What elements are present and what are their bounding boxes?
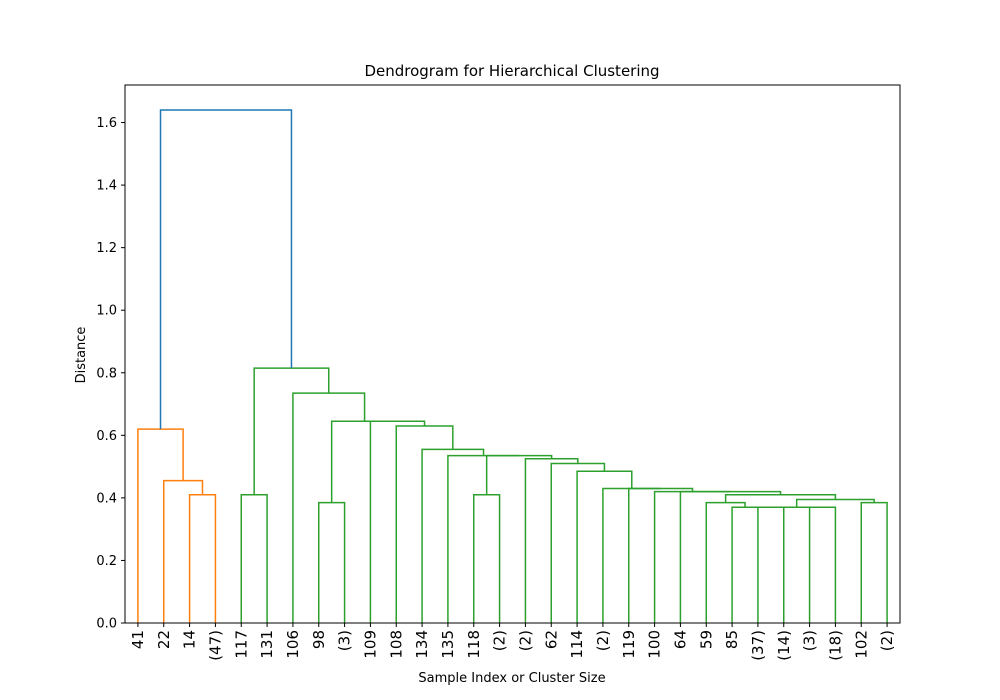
dendrogram-link xyxy=(783,506,811,623)
leaf-label: 117 xyxy=(232,630,250,659)
leaf-label: (37) xyxy=(749,630,767,661)
y-tick-label: 0.8 xyxy=(96,366,117,381)
dendrogram-link xyxy=(473,494,501,623)
leaf-label: 62 xyxy=(542,630,560,649)
dendrogram-link xyxy=(292,392,366,623)
leaf-label: (3) xyxy=(336,630,354,651)
dendrogram-link xyxy=(653,490,731,623)
leaf-label: 134 xyxy=(413,630,431,659)
leaf-label: 98 xyxy=(310,630,328,649)
dendrogram-link xyxy=(240,494,268,623)
y-axis: 0.0 0.2 0.4 0.6 0.8 1.0 1.2 1.4 1.6 xyxy=(96,116,125,632)
y-tick-label: 1.2 xyxy=(96,241,117,256)
dendrogram-link xyxy=(253,367,330,495)
dendrogram-link xyxy=(137,428,184,623)
dendrogram-link xyxy=(795,498,875,508)
leaf-label: 102 xyxy=(852,630,870,659)
leaf-label: 14 xyxy=(181,630,199,649)
y-tick-label: 0.2 xyxy=(96,554,117,569)
dendrogram-link xyxy=(485,454,553,495)
dendrogram-link xyxy=(318,501,346,623)
leaf-label: (47) xyxy=(206,630,224,661)
leaf-label: 106 xyxy=(284,630,302,659)
dendrogram-link xyxy=(550,462,606,623)
y-tick-label: 0.6 xyxy=(96,429,117,444)
dendrogram-link xyxy=(159,109,293,430)
dendrogram-link xyxy=(447,454,520,623)
dendrogram-link xyxy=(679,490,782,623)
leaf-label: (2) xyxy=(594,630,612,651)
y-tick-label: 1.6 xyxy=(96,116,117,131)
dendrogram-link xyxy=(163,479,204,623)
leaf-label: 41 xyxy=(129,630,147,649)
leaf-label: 59 xyxy=(697,630,715,649)
leaf-label: 114 xyxy=(568,630,586,659)
plot-frame xyxy=(124,84,901,624)
leaf-label: 64 xyxy=(671,630,689,649)
leaf-label: 109 xyxy=(361,630,379,659)
y-tick-label: 0.4 xyxy=(96,491,117,506)
dendrogram-link xyxy=(860,501,888,623)
leaf-label: (2) xyxy=(491,630,509,651)
dendrogram-link xyxy=(395,425,454,623)
leaf-label: 118 xyxy=(465,630,483,659)
leaf-label: 108 xyxy=(387,630,405,659)
dendrogram-link xyxy=(330,420,398,503)
x-axis-label: Sample Index or Cluster Size xyxy=(418,671,605,686)
chart-title: Dendrogram for Hierarchical Clustering xyxy=(364,62,659,80)
leaf-label: 22 xyxy=(155,630,173,649)
y-axis-label: Distance xyxy=(74,327,89,384)
dendrogram-link xyxy=(369,420,426,623)
leaf-label: (2) xyxy=(878,630,896,651)
leaf-label: (2) xyxy=(516,630,534,651)
y-tick-label: 0.0 xyxy=(96,617,117,632)
leaf-label: (3) xyxy=(801,630,819,651)
leaf-label: (14) xyxy=(775,630,793,661)
dendrogram-link xyxy=(188,494,217,623)
dendrogram-link xyxy=(602,487,661,623)
y-tick-label: 1.4 xyxy=(96,179,117,194)
dendrogram-links xyxy=(137,109,888,623)
dendrogram-link xyxy=(745,506,837,623)
leaf-label: 85 xyxy=(723,630,741,649)
x-axis: 41 22 14 (47) 117 131 106 98 (3) 109 108 134 135 118 (… xyxy=(129,623,896,661)
dendrogram-link xyxy=(705,501,746,623)
leaf-label: 119 xyxy=(620,630,638,659)
leaf-label: 135 xyxy=(439,630,457,659)
leaf-label: 100 xyxy=(646,630,664,659)
dendrogram-link xyxy=(731,506,759,623)
dendrogram-link xyxy=(524,458,579,623)
leaf-label: (18) xyxy=(826,630,844,661)
y-tick-label: 1.0 xyxy=(96,304,117,319)
dendrogram-link xyxy=(628,487,694,623)
leaf-label: 131 xyxy=(258,630,276,659)
dendrogram-link xyxy=(724,494,837,503)
dendrogram-link xyxy=(576,470,633,623)
